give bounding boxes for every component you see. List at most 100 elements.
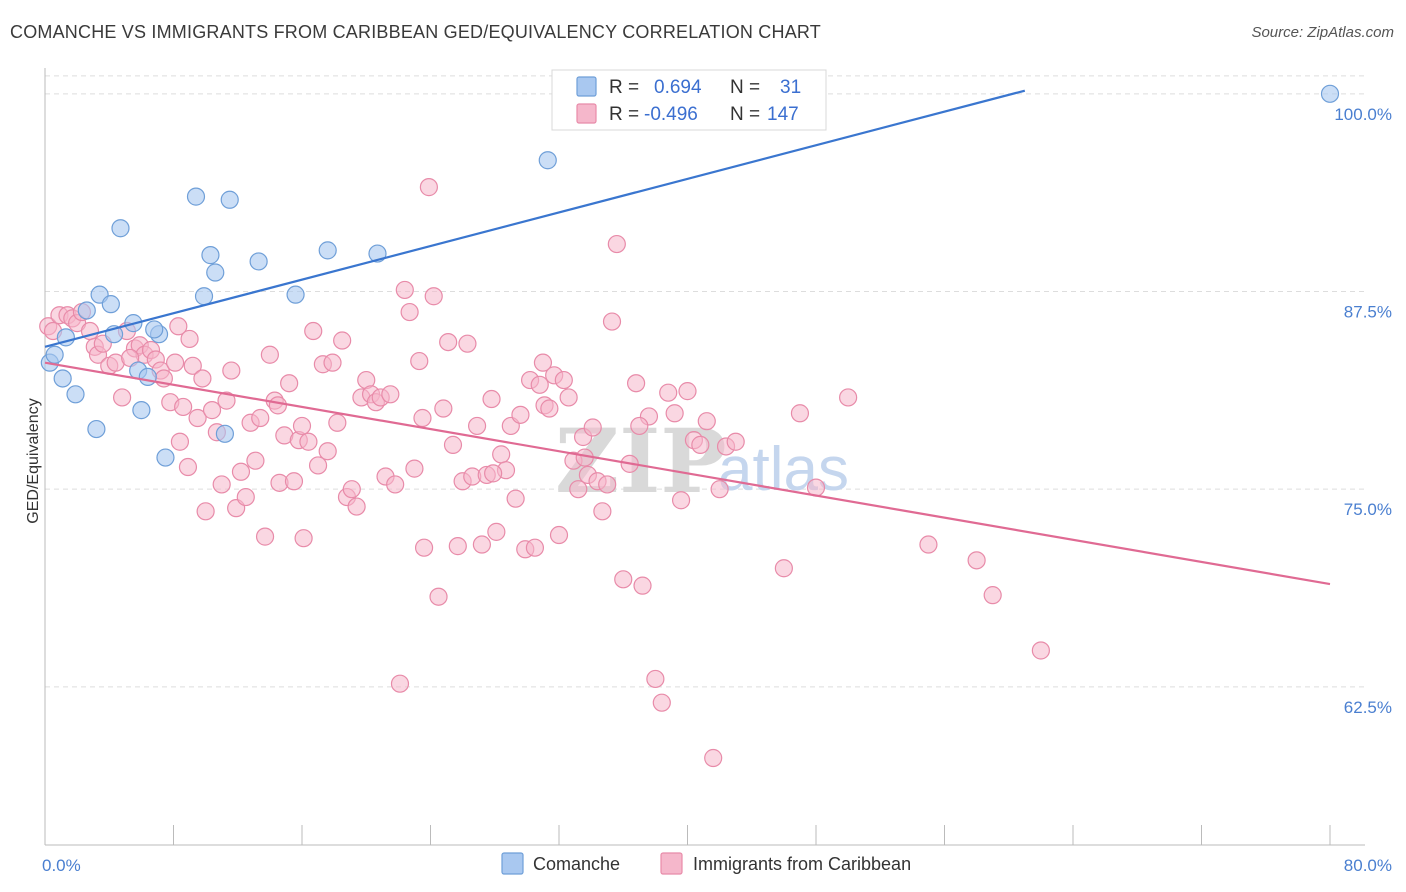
caribbean-point-131: [710, 480, 729, 499]
caribbean-point-76: [419, 178, 438, 197]
caribbean-point-68: [381, 385, 400, 404]
series-legend-label-caribbean: Immigrants from Caribbean: [693, 854, 911, 874]
caribbean-point-110: [583, 418, 602, 437]
caribbean-point-101: [540, 399, 559, 418]
trend-line-comanche: [44, 89, 1026, 348]
caribbean-point-91: [492, 445, 511, 464]
caribbean-point-53: [308, 456, 328, 475]
caribbean-point-70: [390, 674, 410, 693]
caribbean-point-50: [294, 529, 313, 548]
comanche-point-25: [538, 151, 557, 170]
y-axis-label: GED/Equivalency: [25, 398, 42, 523]
series-legend-swatch-caribbean: [660, 852, 683, 875]
caribbean-point-138: [967, 551, 986, 570]
caribbean-point-80: [439, 333, 458, 352]
series-legend: Comanche Immigrants from Caribbean: [501, 852, 911, 875]
caribbean-point-75: [414, 538, 434, 557]
caribbean-point-133: [774, 559, 793, 578]
y-tick-label-1: 75.0%: [1344, 500, 1392, 519]
x-tick-label-0: 0.0%: [42, 856, 81, 875]
legend-n-label-2: N =: [730, 104, 760, 125]
caribbean-point-103: [549, 525, 569, 545]
comanche-point-22: [286, 285, 305, 304]
y-tick-label-2: 87.5%: [1344, 302, 1392, 321]
comanche-point-23: [318, 241, 337, 260]
comanche-point-11: [132, 401, 151, 420]
caribbean-point-60: [342, 480, 361, 499]
caribbean-point-77: [424, 287, 443, 306]
caribbean-point-140: [1031, 641, 1050, 660]
caribbean-point-37: [231, 462, 251, 481]
caribbean-point-134: [790, 404, 810, 423]
caribbean-point-151: [170, 432, 190, 451]
caribbean-point-114: [602, 312, 622, 331]
comanche-point-3: [66, 385, 85, 404]
y-tick-label-3: 100.0%: [1334, 105, 1392, 124]
caribbean-point-89: [482, 389, 501, 409]
comanche-point-21: [249, 252, 268, 271]
comanche-point-27: [1320, 84, 1340, 103]
caribbean-point-58: [333, 331, 352, 350]
caribbean-point-72: [400, 302, 419, 322]
caribbean-point-137: [919, 535, 938, 554]
caribbean-point-126: [678, 382, 697, 401]
caribbean-point-82: [448, 537, 467, 556]
caribbean-point-121: [646, 669, 665, 689]
caribbean-point-94: [506, 489, 525, 508]
comanche-point-19: [215, 424, 234, 443]
caribbean-point-47: [280, 374, 299, 393]
caribbean-point-35: [222, 361, 241, 380]
caribbean-point-61: [347, 497, 366, 516]
x-tick-label-1: 80.0%: [1344, 856, 1392, 875]
caribbean-point-99: [530, 375, 549, 394]
caribbean-point-29: [193, 369, 212, 388]
caribbean-point-25: [174, 397, 193, 417]
caribbean-point-57: [328, 413, 347, 432]
comanche-point-17: [201, 246, 220, 265]
caribbean-point-147: [413, 408, 432, 428]
caribbean-point-74: [410, 351, 429, 371]
caribbean-point-146: [268, 396, 288, 415]
caribbean-point-31: [202, 401, 222, 420]
caribbean-point-95: [511, 405, 530, 424]
caribbean-point-128: [691, 435, 710, 454]
caribbean-point-33: [212, 475, 231, 494]
caribbean-point-56: [323, 353, 342, 372]
comanche-point-15: [186, 187, 206, 206]
caribbean-point-116: [614, 570, 633, 589]
caribbean-point-34: [217, 391, 236, 410]
comanche-point-18: [206, 263, 225, 282]
legend-r-value-2: -0.496: [644, 104, 698, 125]
caribbean-point-124: [665, 404, 684, 423]
caribbean-point-28: [188, 408, 207, 428]
comanche-point-12: [138, 367, 157, 386]
comanche-point-8: [111, 219, 130, 238]
legend-n-label-1: N =: [730, 77, 760, 98]
caribbean-point-142: [484, 464, 503, 483]
caribbean-point-40: [246, 451, 265, 470]
caribbean-point-125: [671, 491, 691, 510]
caribbean-point-78: [429, 587, 448, 606]
grid: [45, 75, 1365, 688]
legend-swatch-caribbean: [576, 103, 597, 124]
caribbean-point-105: [559, 388, 578, 407]
legend-r-label-1: R =: [609, 77, 639, 98]
legend-swatch-comanche: [576, 76, 597, 97]
caribbean-point-55: [318, 442, 337, 461]
caribbean-point-104: [554, 370, 573, 390]
caribbean-point-149: [630, 416, 649, 436]
comanche-point-30: [145, 320, 164, 339]
comanche-point-1: [45, 345, 64, 364]
axes: [44, 68, 1365, 846]
stats-legend: R = 0.694 N = 31 R = -0.496 N = 147: [551, 69, 827, 131]
comanche-point-20: [220, 190, 239, 209]
comanche-point-16: [194, 287, 214, 306]
series-caribbean-points: [39, 178, 1050, 768]
caribbean-point-41: [251, 408, 270, 428]
caribbean-point-119: [633, 576, 652, 595]
legend-n-value-2: 147: [767, 104, 799, 125]
caribbean-point-71: [395, 280, 414, 300]
y-tick-label-0: 62.5%: [1344, 698, 1392, 717]
caribbean-point-136: [839, 388, 858, 407]
caribbean-point-27: [183, 356, 202, 375]
